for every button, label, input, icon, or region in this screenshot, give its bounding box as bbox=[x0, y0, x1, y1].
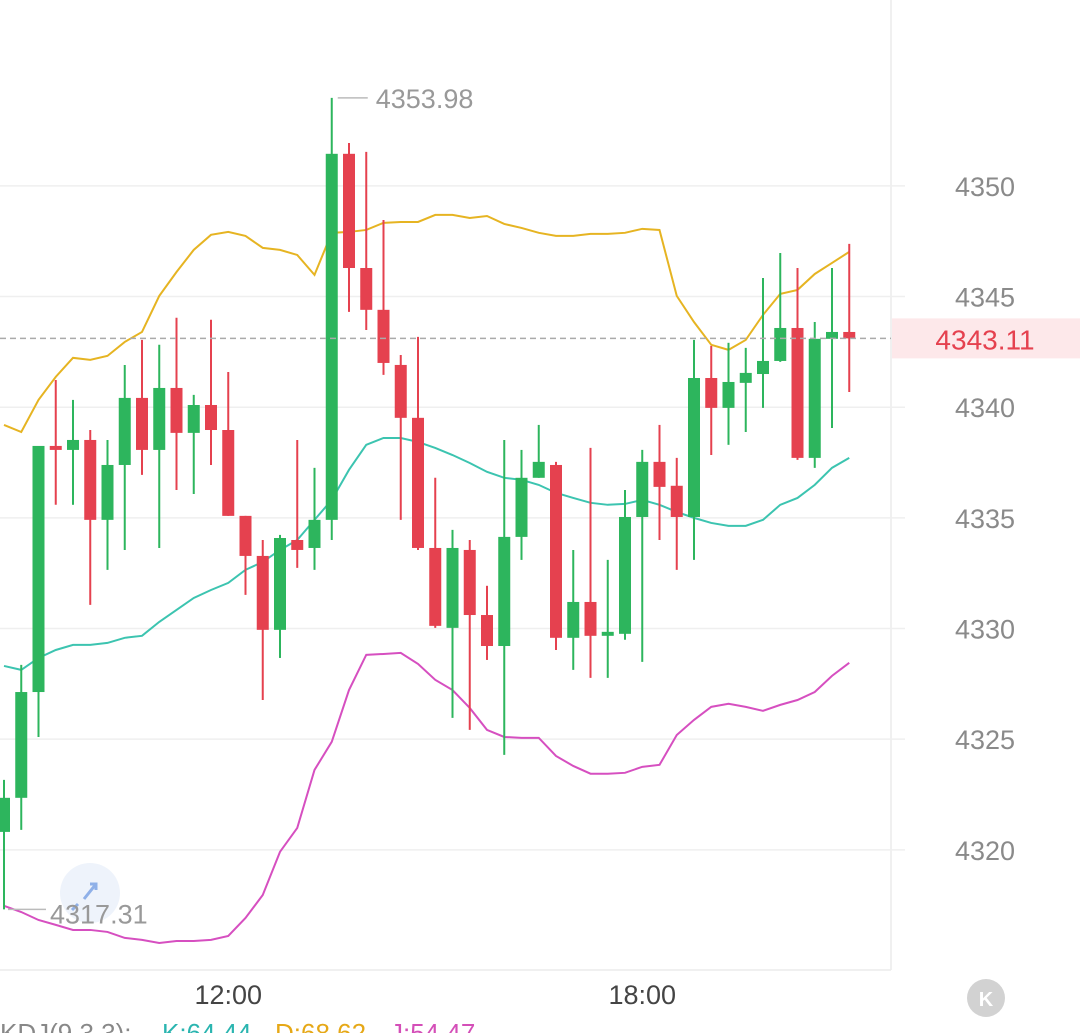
candle-body bbox=[498, 536, 511, 647]
candle-body bbox=[291, 539, 304, 550]
candle-body bbox=[136, 397, 148, 450]
candle-body bbox=[101, 464, 114, 520]
k-button-label[interactable]: K bbox=[979, 989, 994, 1011]
indicator-label: KDJ(9,3,3): bbox=[0, 1018, 132, 1033]
candle-body bbox=[205, 404, 217, 431]
candle-body bbox=[256, 555, 269, 630]
candle-body bbox=[636, 461, 649, 517]
candle-body bbox=[757, 360, 769, 375]
candle-body bbox=[446, 547, 459, 628]
x-tick-label: 18:00 bbox=[608, 980, 676, 1010]
band-line bbox=[3, 651, 850, 945]
y-tick-label: 4320 bbox=[955, 836, 1015, 866]
candle-body bbox=[343, 153, 355, 269]
candle-body bbox=[601, 631, 614, 636]
candle-body bbox=[670, 485, 683, 517]
candle-body bbox=[49, 445, 62, 450]
band-line bbox=[3, 213, 850, 434]
candle-body bbox=[360, 268, 373, 310]
indicator-k: K:64.44 bbox=[162, 1018, 252, 1033]
candle-body bbox=[584, 601, 597, 636]
candle-body bbox=[412, 417, 424, 548]
candle-body bbox=[377, 309, 390, 363]
indicator-d: D:68.62 bbox=[275, 1018, 366, 1033]
candle-body bbox=[187, 404, 200, 433]
candle-body bbox=[826, 331, 838, 339]
candle-body bbox=[170, 387, 183, 433]
y-tick-label: 4345 bbox=[955, 283, 1015, 313]
candle-body bbox=[308, 519, 321, 548]
zoom-icon[interactable] bbox=[70, 882, 98, 912]
k-button[interactable] bbox=[967, 979, 1005, 1017]
candle-body bbox=[653, 461, 666, 487]
y-tick-label: 4340 bbox=[955, 393, 1015, 423]
last-price-label: 4343.11 bbox=[935, 324, 1034, 355]
candle-body bbox=[722, 381, 735, 408]
last-price-bg bbox=[892, 318, 1080, 359]
candle-body bbox=[394, 364, 407, 418]
candle-body bbox=[0, 797, 10, 832]
candle-body bbox=[274, 538, 286, 630]
candle-body bbox=[32, 445, 45, 693]
y-tick-label: 4335 bbox=[955, 504, 1015, 534]
candle-body bbox=[153, 387, 166, 450]
candle-body bbox=[774, 327, 787, 361]
min-label: 4317.31 bbox=[50, 899, 148, 929]
candle-body bbox=[222, 430, 235, 516]
indicator-j: J:54.47 bbox=[390, 1018, 475, 1033]
candle-body bbox=[619, 516, 631, 634]
candle-body bbox=[515, 477, 528, 537]
candle-body bbox=[429, 547, 442, 626]
candle-body bbox=[567, 601, 580, 638]
y-tick-label: 4325 bbox=[955, 725, 1015, 755]
candle-body bbox=[15, 692, 28, 798]
candle-body bbox=[239, 515, 252, 556]
candle-body bbox=[550, 464, 562, 638]
candle-body bbox=[84, 439, 97, 520]
candle-body bbox=[705, 377, 718, 408]
candle-body bbox=[481, 615, 493, 647]
max-label: 4353.98 bbox=[376, 84, 474, 114]
candle-body bbox=[791, 327, 804, 458]
candle-body bbox=[118, 397, 131, 465]
candle-body bbox=[463, 549, 476, 616]
x-tick-label: 12:00 bbox=[194, 980, 262, 1010]
y-tick-label: 4330 bbox=[955, 615, 1015, 645]
band-line bbox=[3, 436, 850, 671]
candle-body bbox=[532, 461, 545, 478]
candle-body bbox=[739, 372, 752, 383]
y-tick-label: 4350 bbox=[955, 172, 1015, 202]
candle-body bbox=[325, 153, 338, 520]
candle-body bbox=[808, 338, 821, 458]
candle-body bbox=[843, 331, 856, 339]
candle-body bbox=[688, 377, 700, 517]
candle-body bbox=[67, 439, 79, 450]
